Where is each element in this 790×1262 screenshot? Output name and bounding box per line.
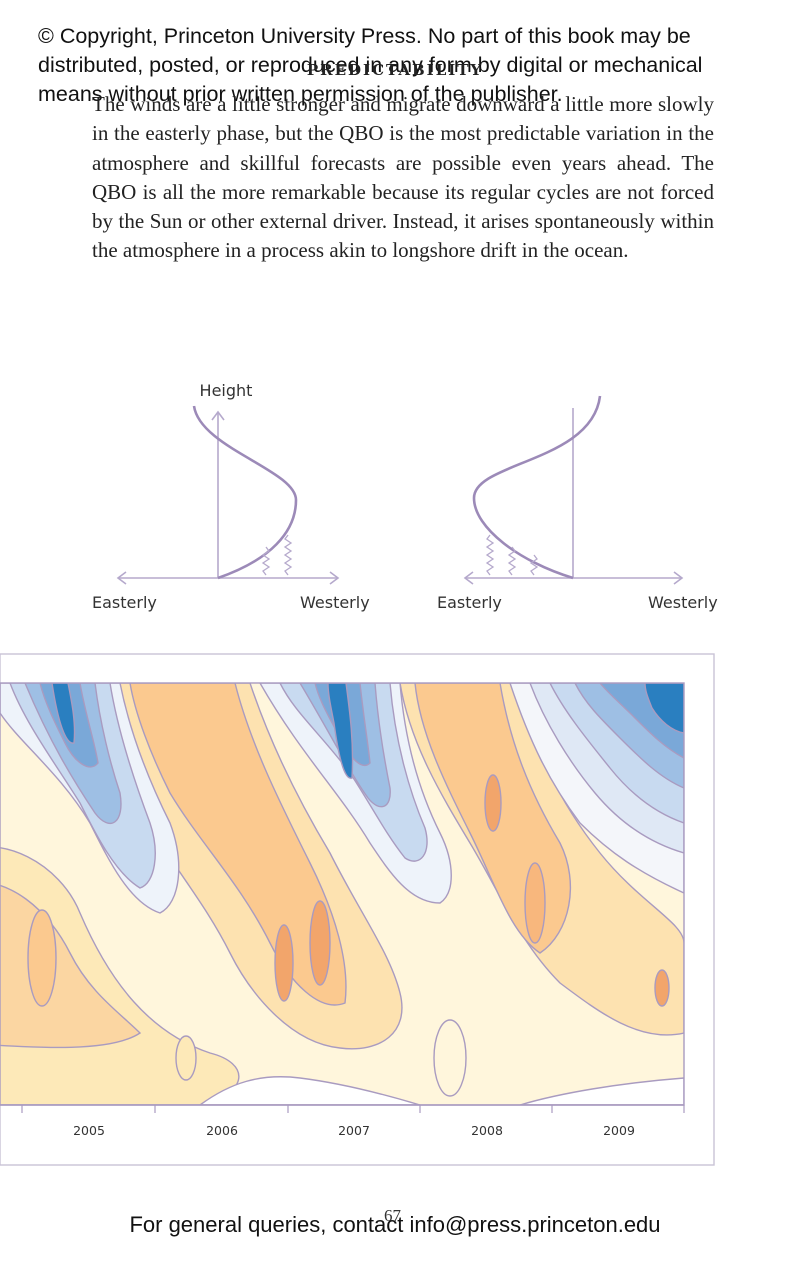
x-tick-label: 2007: [338, 1123, 370, 1138]
right-westerly-label: Westerly: [648, 593, 718, 612]
x-tick-label: 2009: [603, 1123, 635, 1138]
qbo-contour-plot: 2005 2006 2007 2008 2009: [0, 653, 715, 1166]
x-tick-label: 2005: [73, 1123, 105, 1138]
running-head: PREDICTABILITY: [306, 61, 484, 79]
contour-field: [0, 683, 684, 1105]
x-tick-label: 2008: [471, 1123, 503, 1138]
right-wind-profile: Easterly Westerly: [437, 395, 718, 612]
qbo-wind-profile-diagram: Height Easterly Westerly Easterly Wester…: [92, 381, 718, 612]
body-paragraph: The winds are a little stronger and migr…: [92, 92, 714, 263]
copyright-notice: © Copyright, Princeton University Press.…: [38, 24, 703, 106]
footer-contact: For general queries, contact info@press.…: [129, 1212, 661, 1237]
right-easterly-label: Easterly: [437, 593, 502, 612]
height-axis-label: Height: [200, 381, 253, 400]
x-tick-label: 2006: [206, 1123, 238, 1138]
x-axis: 2005 2006 2007 2008 2009: [0, 1104, 685, 1138]
left-westerly-label: Westerly: [300, 593, 370, 612]
left-easterly-label: Easterly: [92, 593, 157, 612]
left-wind-profile: Height Easterly Westerly: [92, 381, 370, 612]
page-number: 67: [384, 1206, 401, 1225]
